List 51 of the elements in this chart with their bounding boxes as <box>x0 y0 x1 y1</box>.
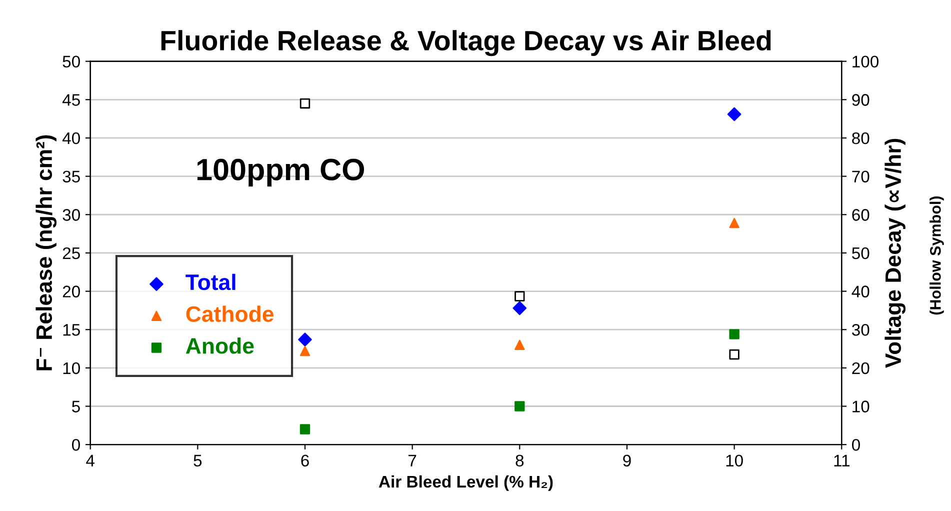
x-axis-title: Air Bleed Level (% H₂) <box>378 475 553 491</box>
legend-label: Cathode <box>186 306 274 322</box>
point <box>514 291 525 302</box>
point <box>300 98 310 109</box>
legend-label: Total <box>186 274 236 290</box>
legend-label: Anode <box>186 337 254 354</box>
point <box>729 218 740 228</box>
x-tick-label: 11 <box>834 454 850 466</box>
y2-tick-label: 70 <box>852 170 870 182</box>
annotation: 100ppm CO <box>197 158 364 186</box>
y-tick-label: 40 <box>62 132 80 144</box>
x-tick-label: 7 <box>408 454 416 466</box>
point <box>512 301 527 316</box>
point <box>514 401 525 412</box>
y2-tick-label: 30 <box>852 324 870 336</box>
text: (Hollow Symbol) <box>930 196 944 315</box>
y-tick-label: 25 <box>62 247 80 260</box>
y-axis-title: F⁻ Release (ng/hr cm²) <box>36 135 57 370</box>
y2-tick-label: 80 <box>852 132 870 144</box>
x-tick-label: 5 <box>194 454 202 467</box>
point <box>298 332 312 346</box>
point <box>300 424 310 434</box>
y-tick-label: 20 <box>62 286 80 298</box>
y2-tick-label: 10 <box>852 400 870 412</box>
y2-tick-label: 0 <box>852 438 860 451</box>
y-tick-label: 0 <box>72 438 80 451</box>
y-tick-label: 15 <box>63 324 80 336</box>
y2-tick-label: 20 <box>852 362 870 374</box>
y2-tick-label: 40 <box>852 286 870 298</box>
y2-tick-label: 100 <box>852 56 879 68</box>
y2-tick-label: 50 <box>852 247 870 260</box>
y-tick-label: 30 <box>62 209 80 221</box>
point <box>729 349 740 360</box>
x-tick-label: 10 <box>726 454 743 467</box>
y2-axis-title: Voltage Decay (∝V/hr) <box>884 138 906 368</box>
point <box>300 346 310 356</box>
y-tick-label: 35 <box>62 170 80 182</box>
y-tick-label: 50 <box>62 56 80 68</box>
y2-tick-label: 60 <box>852 209 870 221</box>
y-tick-label: 10 <box>63 362 80 374</box>
y-tick-label: 45 <box>62 94 80 106</box>
x-tick-label: 4 <box>86 454 94 466</box>
point <box>729 329 740 340</box>
y-tick-label: 5 <box>72 400 80 412</box>
point <box>727 107 742 122</box>
x-tick-label: 8 <box>516 454 524 467</box>
x-tick-label: 9 <box>623 454 631 467</box>
point <box>514 340 525 350</box>
x-tick-label: 6 <box>301 454 309 467</box>
chart-title: Fluoride Release & Voltage Decay vs Air Bleed <box>161 30 771 56</box>
y2-tick-label: 90 <box>852 94 870 106</box>
